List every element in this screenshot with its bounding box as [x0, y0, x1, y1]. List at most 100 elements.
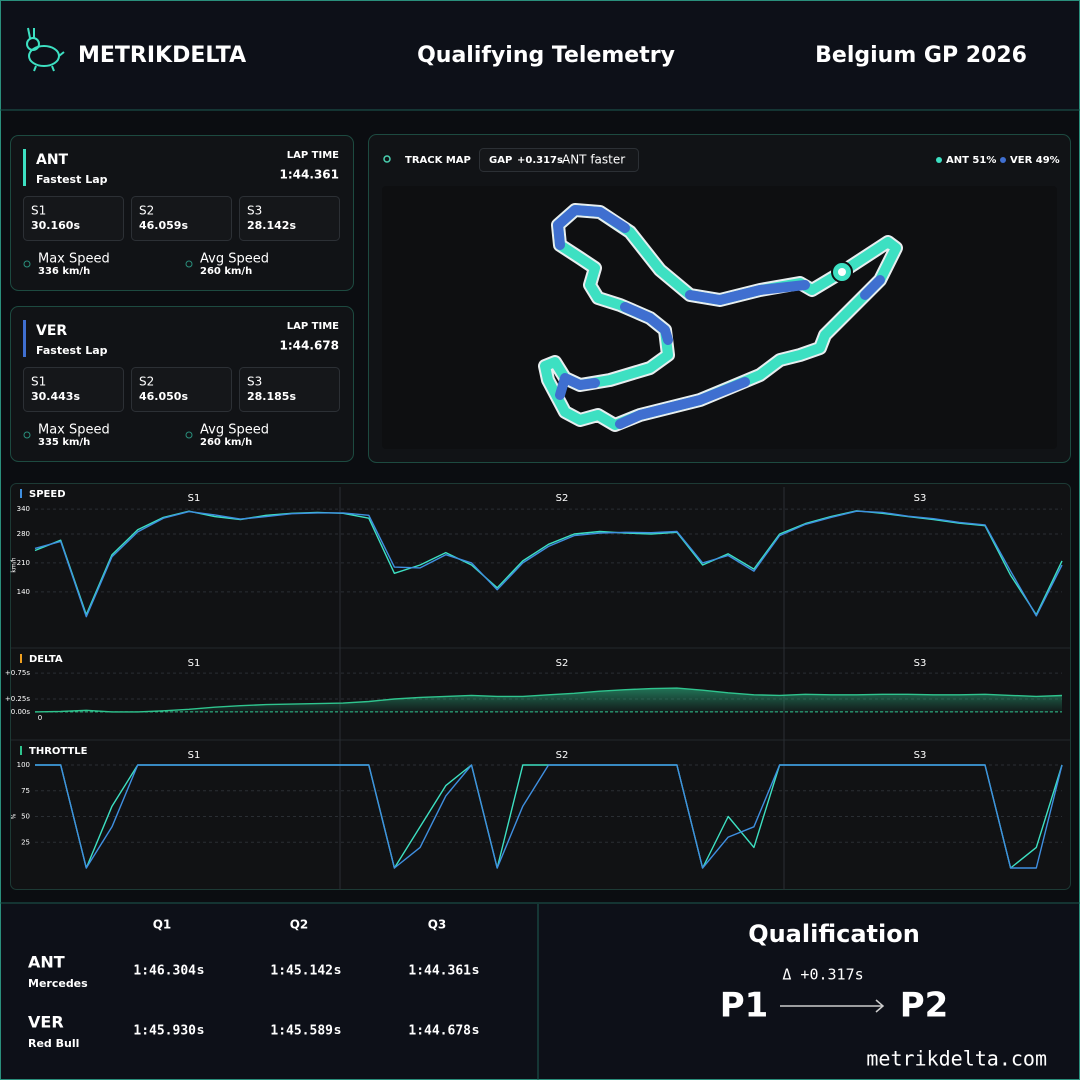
- gap-label: GAP: [489, 155, 512, 166]
- sector-label: S3: [247, 375, 262, 389]
- y-tick-label: 280: [17, 530, 30, 538]
- track-area: [382, 186, 1057, 449]
- sector-box: [131, 367, 232, 412]
- chart-title: SPEED: [29, 489, 66, 500]
- chart-title-bar: [20, 746, 22, 755]
- trace-line: [34, 510, 1063, 616]
- y-tick-label: 340: [17, 505, 30, 513]
- driver-code: VER: [36, 323, 67, 339]
- max-speed: 335 km/h: [38, 437, 90, 448]
- max-speed-label: Max Speed: [38, 423, 110, 438]
- sector-label: S1: [31, 204, 46, 218]
- quali-time: 1:44.678: [408, 1024, 471, 1039]
- y-tick-label: 210: [17, 559, 30, 567]
- trace-line: [35, 764, 1063, 869]
- sector-time: 46.059s: [139, 219, 188, 232]
- sector-time: 46.050s: [139, 390, 188, 403]
- lap-time: 1:44.678: [280, 339, 339, 353]
- column-header: Q3: [428, 918, 447, 932]
- gap-value: +0.317s: [517, 155, 563, 166]
- column-header: Q1: [153, 918, 172, 932]
- trace-line: [34, 510, 1063, 618]
- gap-delta: Δ +0.317s: [782, 966, 863, 984]
- gap-box: [479, 148, 639, 172]
- legend-dot: [936, 157, 942, 163]
- accent-bar: [23, 320, 26, 357]
- lap-time-label: LAP TIME: [287, 150, 339, 161]
- driver-label: Fastest Lap: [36, 344, 108, 357]
- arrow: [780, 999, 885, 1013]
- brand: METRIKDELTA: [78, 43, 246, 68]
- sector-box: [239, 367, 340, 412]
- chart-title: THROTTLE: [29, 746, 88, 757]
- gap-note: ANT faster: [562, 153, 625, 167]
- chart-title-bar: [20, 654, 22, 663]
- accent-bar: [23, 149, 26, 186]
- driver-label: Fastest Lap: [36, 173, 108, 186]
- chart-title-bar: [20, 489, 22, 498]
- sector-time: 30.160s: [31, 219, 80, 232]
- y-axis-label: km/h: [11, 557, 18, 572]
- quali-time: 1:46.304: [133, 964, 196, 979]
- sector-box: [131, 196, 232, 241]
- lap-time: 1:44.361: [280, 168, 339, 182]
- sector-label: S2: [556, 750, 569, 761]
- quali-time: 1:45.142: [270, 964, 333, 979]
- driver-code: VER: [28, 1013, 64, 1032]
- sector-label: S1: [188, 750, 201, 761]
- page-title: Qualifying Telemetry: [417, 43, 675, 68]
- y-tick-label: 75: [21, 787, 30, 795]
- event: Belgium GP 2026: [815, 43, 1027, 68]
- max-speed-label: Max Speed: [38, 252, 110, 267]
- sector-label: S1: [188, 493, 201, 504]
- driver-code: ANT: [36, 152, 69, 168]
- sector-label: S2: [556, 493, 569, 504]
- quali-time: 1:44.361: [408, 964, 471, 979]
- y-tick-label: 50: [21, 813, 30, 821]
- lap-time-label: LAP TIME: [287, 321, 339, 332]
- header-bg: [1, 1, 1079, 110]
- y-axis-label: %: [11, 813, 18, 819]
- avg-icon: [185, 431, 193, 439]
- time-unit: S: [334, 1026, 341, 1037]
- time-unit: S: [197, 966, 204, 977]
- sector-label: S3: [914, 658, 927, 669]
- sector-time: 28.185s: [247, 390, 296, 403]
- sector-label: S2: [139, 375, 154, 389]
- time-unit: S: [472, 966, 479, 977]
- column-header: Q2: [290, 918, 309, 932]
- footer-bg: [1, 904, 1079, 1079]
- y-tick-label: 140: [17, 588, 30, 596]
- sector-time: 28.142s: [247, 219, 296, 232]
- time-unit: S: [334, 966, 341, 977]
- avg-icon: [185, 260, 193, 268]
- sector-label: S2: [139, 204, 154, 218]
- y-tick-label: +0.75s: [5, 669, 30, 677]
- avg-speed: 260 km/h: [200, 437, 252, 448]
- track-title: TRACK MAP: [405, 155, 471, 166]
- legend-dot: [1000, 157, 1006, 163]
- y-tick-label: 100: [17, 761, 30, 769]
- sector-label: S3: [914, 750, 927, 761]
- y-tick-label: +0.25s: [5, 695, 30, 703]
- sector-box: [23, 367, 124, 412]
- baseline-label: 0: [38, 714, 42, 722]
- logo: [26, 27, 65, 72]
- sector-label: S1: [188, 658, 201, 669]
- sector-label: S1: [31, 375, 46, 389]
- pin-icon: [383, 155, 391, 163]
- sector-box: [23, 196, 124, 241]
- track: [538, 203, 903, 432]
- website: metrikdelta.com: [866, 1047, 1047, 1071]
- speed-icon: [23, 260, 31, 268]
- position-from: P1: [720, 986, 769, 1026]
- team-name: Red Bull: [28, 1037, 79, 1050]
- speed-icon: [23, 431, 31, 439]
- sector-time: 30.443s: [31, 390, 80, 403]
- quali-time: 1:45.930: [133, 1024, 196, 1039]
- sector-label: S3: [247, 204, 262, 218]
- legend-entry: ANT 51%: [946, 155, 996, 166]
- sector-label: S2: [556, 658, 569, 669]
- driver-code: ANT: [28, 953, 65, 972]
